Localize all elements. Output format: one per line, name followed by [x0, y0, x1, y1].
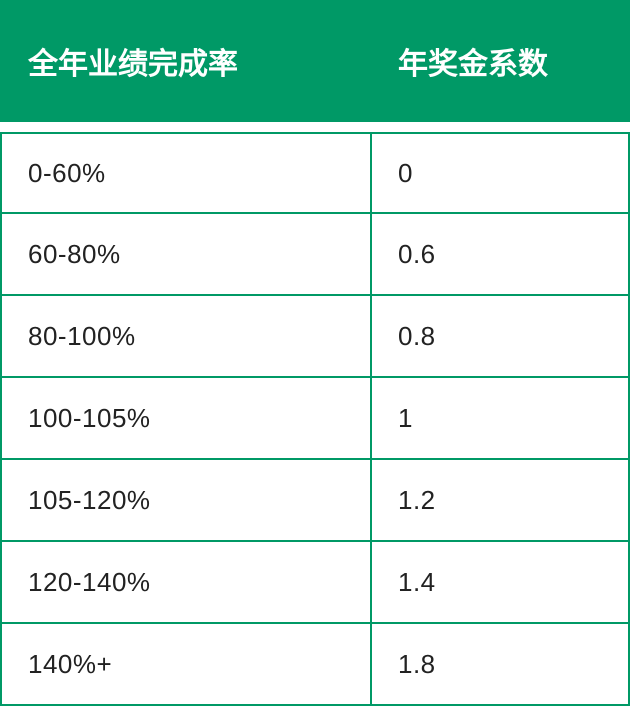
table-row: 140%+ 1.8 [0, 624, 630, 706]
cell-rate: 60-80% [0, 214, 370, 296]
cell-rate: 140%+ [0, 624, 370, 706]
cell-coef: 0 [370, 132, 630, 214]
table-body: 0-60% 0 60-80% 0.6 80-100% 0.8 100-105% … [0, 132, 630, 706]
table-row: 120-140% 1.4 [0, 542, 630, 624]
cell-rate: 100-105% [0, 378, 370, 460]
cell-coef: 1.8 [370, 624, 630, 706]
table-row: 80-100% 0.8 [0, 296, 630, 378]
cell-coef: 1 [370, 378, 630, 460]
cell-coef: 1.4 [370, 542, 630, 624]
cell-rate: 120-140% [0, 542, 370, 624]
header-completion-rate: 全年业绩完成率 [0, 0, 370, 122]
table-row: 0-60% 0 [0, 132, 630, 214]
table-row: 100-105% 1 [0, 378, 630, 460]
header-bonus-coefficient: 年奖金系数 [370, 0, 630, 122]
cell-coef: 0.6 [370, 214, 630, 296]
bonus-coefficient-table: 全年业绩完成率 年奖金系数 0-60% 0 60-80% 0.6 80-100%… [0, 0, 630, 706]
table-row: 60-80% 0.6 [0, 214, 630, 296]
cell-coef: 0.8 [370, 296, 630, 378]
header-gap [0, 122, 630, 132]
table-header-row: 全年业绩完成率 年奖金系数 [0, 0, 630, 122]
cell-coef: 1.2 [370, 460, 630, 542]
cell-rate: 80-100% [0, 296, 370, 378]
cell-rate: 0-60% [0, 132, 370, 214]
cell-rate: 105-120% [0, 460, 370, 542]
table-row: 105-120% 1.2 [0, 460, 630, 542]
